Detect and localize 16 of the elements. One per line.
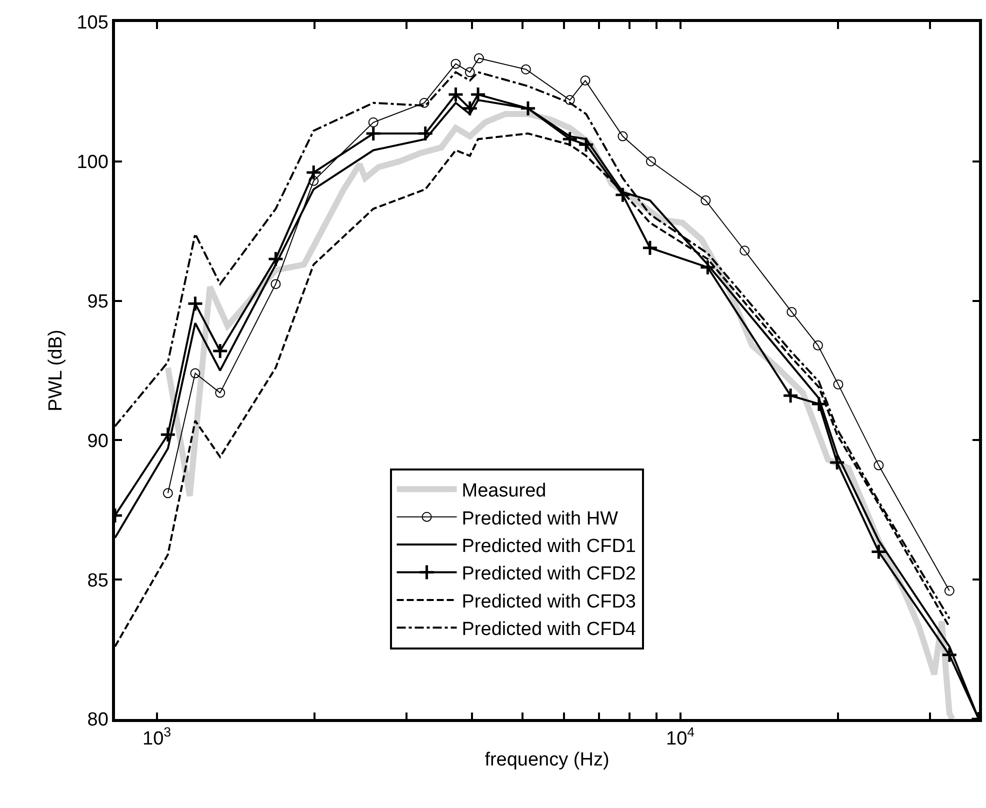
legend-label: Predicted with CFD2: [462, 564, 636, 585]
y-tick-label: 100: [76, 152, 108, 174]
x-tick-label: 10$^{4}$: [666, 724, 695, 750]
y-tick-label: 80: [87, 710, 108, 731]
x-tick-label: 10$^{3}$: [142, 724, 172, 750]
y-tick-label: 85: [87, 570, 108, 592]
legend-label: Predicted with CFD3: [462, 591, 636, 612]
legend-label: Measured: [462, 480, 546, 502]
legend-label: Predicted with HW: [462, 508, 618, 530]
y-tick-label: 105: [76, 12, 108, 34]
y-tick-label: 90: [87, 430, 108, 452]
y-axis-title: PWL (dB): [46, 330, 67, 412]
legend-label: Predicted with CFD1: [462, 536, 636, 557]
legend-label: Predicted with CFD4: [462, 619, 636, 640]
x-axis-title: frequency (Hz): [484, 749, 610, 770]
y-tick-label: 95: [87, 291, 108, 312]
